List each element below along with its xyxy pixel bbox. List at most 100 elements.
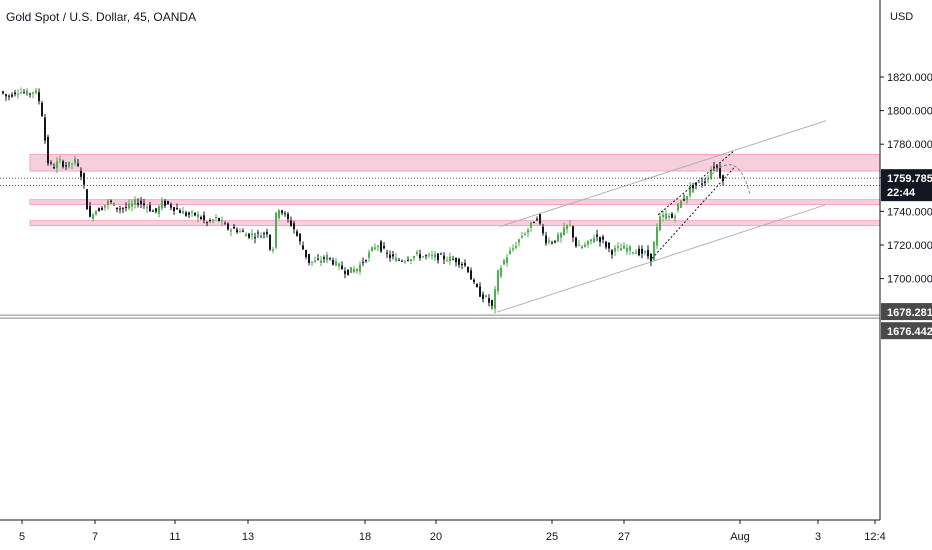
candle-body <box>566 224 568 230</box>
candle-body <box>77 163 79 166</box>
candle-body <box>458 258 460 265</box>
candle-body <box>533 222 535 224</box>
level-price-tag-value: 1678.281 <box>887 307 932 319</box>
candle-body <box>251 233 253 236</box>
candle-body <box>452 259 454 261</box>
candle-body <box>671 213 673 218</box>
candle-body <box>422 256 424 258</box>
wedge-upper-line <box>657 150 735 216</box>
candle-body <box>548 240 550 242</box>
candle-body <box>512 248 514 250</box>
candle-body <box>419 254 421 258</box>
level-price-tag[interactable] <box>881 303 932 321</box>
candle-body <box>560 233 562 238</box>
x-tick-label: 13 <box>242 531 254 543</box>
candle-body <box>11 94 13 97</box>
candle-body <box>83 173 85 185</box>
candle-body <box>563 227 565 236</box>
candle-body <box>683 199 685 201</box>
y-tick-label: 1720.000 <box>887 240 932 252</box>
candle-body <box>410 259 412 261</box>
candle-body <box>464 263 466 266</box>
candle-body <box>308 253 310 264</box>
candle-body <box>59 159 61 161</box>
candle-body <box>71 163 73 165</box>
candle-body <box>344 270 346 274</box>
candle-body <box>641 248 643 254</box>
candle-body <box>227 223 229 230</box>
candle-body <box>662 214 664 217</box>
candle-body <box>509 250 511 255</box>
candle-body <box>416 252 418 254</box>
wedge-lower-line <box>651 167 735 259</box>
candle-body <box>152 210 154 212</box>
channel-lower-line <box>496 204 827 313</box>
x-tick-label: Aug <box>730 531 750 543</box>
candle-body <box>191 211 193 213</box>
candle-body <box>365 260 367 262</box>
candle-body <box>614 247 616 252</box>
candle-body <box>293 223 295 230</box>
candle-body <box>461 264 463 266</box>
candle-body <box>320 260 322 263</box>
candle-body <box>479 286 481 297</box>
candle-body <box>263 233 265 235</box>
candle-body <box>515 246 517 248</box>
candle-body <box>632 252 634 254</box>
level-price-tag[interactable] <box>881 322 932 340</box>
candle-body <box>608 242 610 249</box>
candle-body <box>104 205 106 208</box>
candle-body <box>506 257 508 263</box>
candle-body <box>149 205 151 212</box>
candle-body <box>299 233 301 242</box>
candle-body <box>665 213 667 220</box>
candle-body <box>626 247 628 252</box>
candle-body <box>677 203 679 211</box>
candle-body <box>254 237 256 239</box>
candle-body <box>95 211 97 215</box>
candle-body <box>386 252 388 254</box>
candle-body <box>35 90 37 94</box>
x-tick-label: 25 <box>546 531 558 543</box>
candle-body <box>44 117 46 141</box>
candle-body <box>182 211 184 214</box>
candle-body <box>569 224 571 226</box>
candle-body <box>179 210 181 214</box>
candle-body <box>245 234 247 237</box>
candle-body <box>425 255 427 257</box>
candle-body <box>248 233 250 238</box>
candle-body <box>431 255 433 257</box>
candle-body <box>170 204 172 208</box>
x-tick-label: 20 <box>430 531 442 543</box>
candle-body <box>362 261 364 263</box>
candle-body <box>140 200 142 205</box>
candle-body <box>137 203 139 205</box>
candle-body <box>233 226 235 229</box>
candle-body <box>5 94 7 97</box>
candle-body <box>200 217 202 220</box>
candle-body <box>653 241 655 261</box>
candle-body <box>326 254 328 261</box>
candle-body <box>602 236 604 240</box>
candle-body <box>155 208 157 212</box>
currency-label: USD <box>890 11 913 23</box>
candle-body <box>539 213 541 224</box>
candle-body <box>392 254 394 257</box>
candle-body <box>284 213 286 215</box>
candle-body <box>74 158 76 164</box>
x-tick-label: 11 <box>169 531 180 543</box>
candle-body <box>530 222 532 228</box>
candle-body <box>158 206 160 214</box>
candle-body <box>455 257 457 263</box>
candle-body <box>407 259 409 261</box>
candle-body <box>491 300 493 306</box>
x-tick-label: 3 <box>815 531 821 543</box>
candle-body <box>176 208 178 210</box>
current-price-tag[interactable] <box>881 169 932 202</box>
candle-body <box>230 229 232 232</box>
candle-body <box>503 260 505 265</box>
candle-body <box>38 92 40 102</box>
candle-body <box>341 265 343 270</box>
candle-body <box>131 203 133 207</box>
